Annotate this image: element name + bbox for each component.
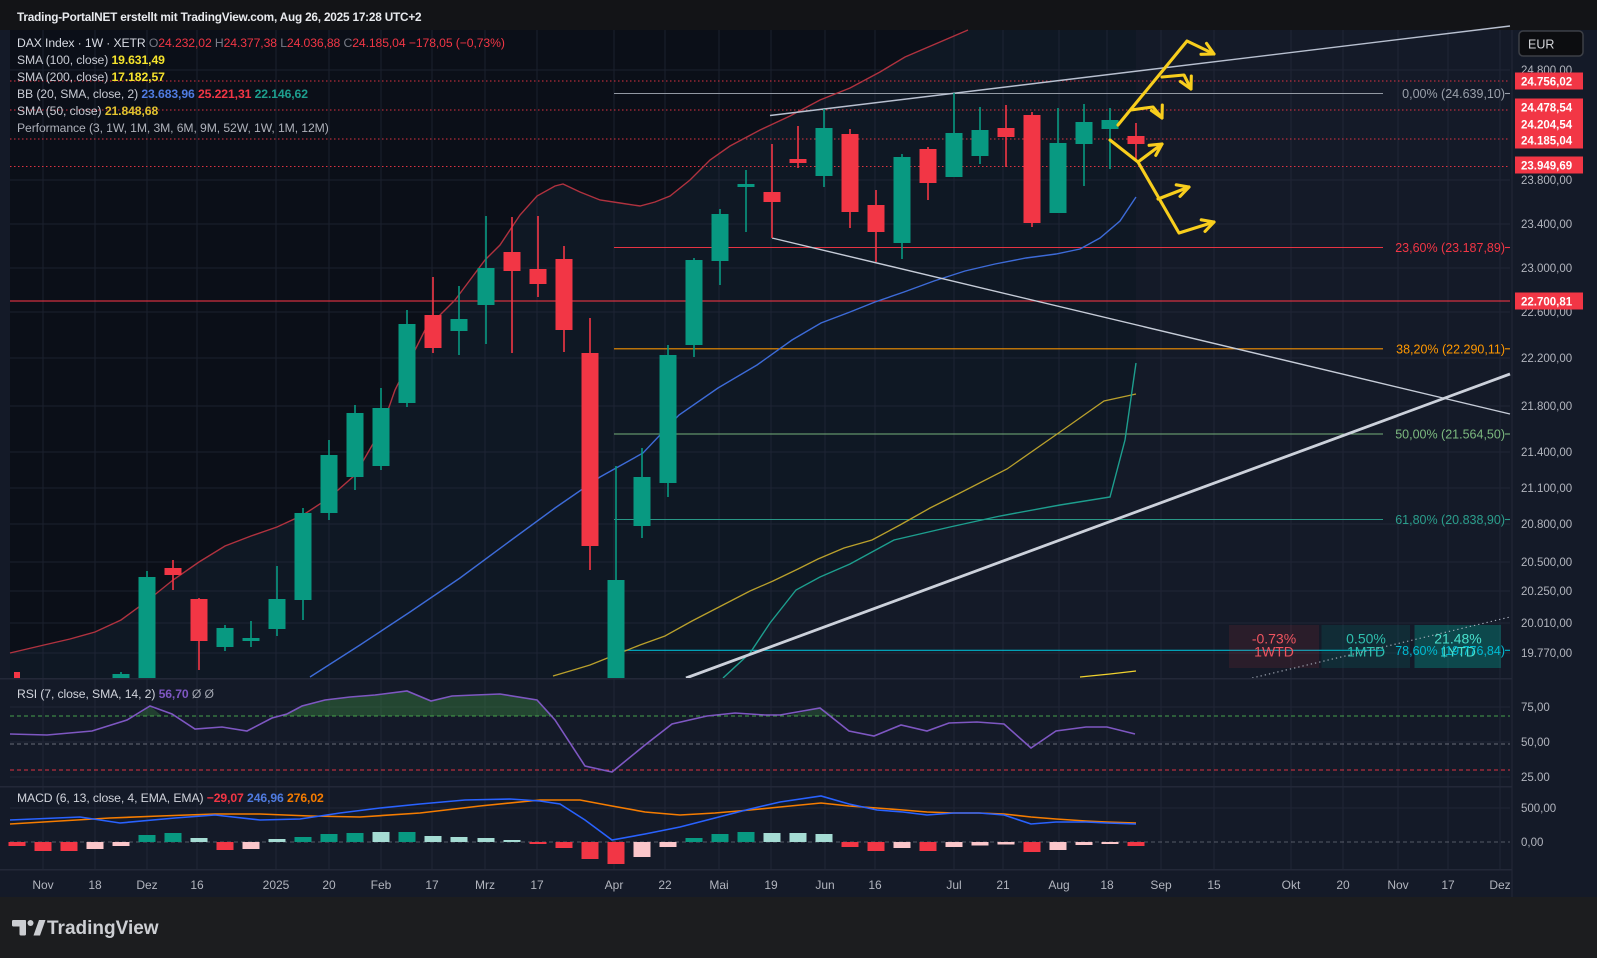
svg-text:Trading-PortalNET erstellt mit: Trading-PortalNET erstellt mit TradingVi… xyxy=(17,10,422,24)
svg-text:Performance (3, 1W, 1M, 3M, 6M: Performance (3, 1W, 1M, 3M, 6M, 9M, 52W,… xyxy=(17,121,329,135)
svg-text:21.100,00: 21.100,00 xyxy=(1521,483,1572,495)
svg-text:BB (20, SMA, close, 2) 23.683,: BB (20, SMA, close, 2) 23.683,96 25.221,… xyxy=(17,87,308,101)
svg-text:Jul: Jul xyxy=(946,878,961,892)
svg-text:38,20% (22.290,11): 38,20% (22.290,11) xyxy=(1396,342,1505,356)
svg-text:24.204,54: 24.204,54 xyxy=(1521,120,1573,132)
svg-text:EUR: EUR xyxy=(1528,38,1554,52)
svg-text:17: 17 xyxy=(1441,878,1455,892)
svg-text:16: 16 xyxy=(868,878,882,892)
svg-text:23.949,69: 23.949,69 xyxy=(1521,161,1572,173)
svg-text:15: 15 xyxy=(1207,878,1221,892)
svg-text:21.48%: 21.48% xyxy=(1434,631,1481,647)
svg-text:21.400,00: 21.400,00 xyxy=(1521,447,1572,459)
svg-text:Dez: Dez xyxy=(136,878,157,892)
svg-text:500,00: 500,00 xyxy=(1521,803,1556,815)
svg-text:Nov: Nov xyxy=(1387,878,1408,892)
svg-text:23.000,00: 23.000,00 xyxy=(1521,263,1572,275)
svg-text:Jun: Jun xyxy=(815,878,834,892)
svg-text:Okt: Okt xyxy=(1282,878,1301,892)
svg-text:DAX Index · 1W · XETR O24.232,: DAX Index · 1W · XETR O24.232,02 H24.377… xyxy=(17,36,505,50)
svg-text:SMA (200, close) 17.182,57: SMA (200, close) 17.182,57 xyxy=(17,70,165,84)
svg-text:20.010,00: 20.010,00 xyxy=(1521,618,1572,630)
svg-text:0,00: 0,00 xyxy=(1521,837,1543,849)
svg-text:24.478,54: 24.478,54 xyxy=(1521,103,1573,115)
svg-text:Mai: Mai xyxy=(709,878,728,892)
svg-text:Sep: Sep xyxy=(1150,878,1172,892)
svg-text:23,60% (23.187,89): 23,60% (23.187,89) xyxy=(1395,241,1505,255)
svg-text:23.800,00: 23.800,00 xyxy=(1521,175,1572,187)
svg-text:Dez: Dez xyxy=(1489,878,1510,892)
svg-text:22.200,00: 22.200,00 xyxy=(1521,353,1572,365)
svg-text:SMA (100, close) 19.631,49: SMA (100, close) 19.631,49 xyxy=(17,53,165,67)
svg-text:1WTD: 1WTD xyxy=(1254,644,1294,660)
svg-text:19: 19 xyxy=(764,878,778,892)
svg-text:18: 18 xyxy=(1100,878,1114,892)
svg-text:21: 21 xyxy=(996,878,1010,892)
svg-text:20.500,00: 20.500,00 xyxy=(1521,557,1572,569)
svg-text:0,00% (24.639,10): 0,00% (24.639,10) xyxy=(1402,87,1505,101)
svg-text:Mrz: Mrz xyxy=(475,878,495,892)
svg-text:75,00: 75,00 xyxy=(1521,702,1550,714)
svg-text:-0.73%: -0.73% xyxy=(1252,631,1296,647)
svg-text:2025: 2025 xyxy=(263,878,290,892)
svg-text:22: 22 xyxy=(658,878,672,892)
svg-text:78,60% (19.776,84): 78,60% (19.776,84) xyxy=(1395,644,1505,658)
svg-text:Apr: Apr xyxy=(605,878,624,892)
svg-text:50,00% (21.564,50): 50,00% (21.564,50) xyxy=(1395,428,1505,442)
svg-text:24.185,04: 24.185,04 xyxy=(1521,136,1573,148)
svg-text:Nov: Nov xyxy=(32,878,53,892)
svg-text:17: 17 xyxy=(530,878,544,892)
svg-text:61,80% (20.838,90): 61,80% (20.838,90) xyxy=(1395,513,1505,527)
svg-text:20: 20 xyxy=(322,878,336,892)
svg-text:19.770,00: 19.770,00 xyxy=(1521,648,1572,660)
svg-text:MACD (6, 13, close, 4, EMA, EM: MACD (6, 13, close, 4, EMA, EMA) −29,07 … xyxy=(17,791,324,805)
svg-text:TradingView: TradingView xyxy=(47,918,159,939)
svg-text:Feb: Feb xyxy=(371,878,392,892)
svg-text:20.250,00: 20.250,00 xyxy=(1521,586,1572,598)
svg-text:1YTD: 1YTD xyxy=(1440,644,1476,660)
svg-text:21.800,00: 21.800,00 xyxy=(1521,401,1572,413)
svg-text:0.50%: 0.50% xyxy=(1346,631,1386,647)
svg-text:18: 18 xyxy=(88,878,102,892)
svg-text:50,00: 50,00 xyxy=(1521,737,1550,749)
svg-text:25.00: 25.00 xyxy=(1521,772,1550,784)
svg-text:20: 20 xyxy=(1336,878,1350,892)
svg-text:RSI (7, close, SMA, 14, 2) 56,: RSI (7, close, SMA, 14, 2) 56,70 Ø Ø xyxy=(17,687,215,701)
svg-text:17: 17 xyxy=(425,878,439,892)
svg-text:Aug: Aug xyxy=(1048,878,1069,892)
svg-text:SMA (50, close) 21.848,68: SMA (50, close) 21.848,68 xyxy=(17,104,158,118)
svg-text:20.800,00: 20.800,00 xyxy=(1521,519,1572,531)
svg-text:23.400,00: 23.400,00 xyxy=(1521,219,1572,231)
svg-text:24.756,02: 24.756,02 xyxy=(1521,77,1572,89)
svg-text:22.600,00: 22.600,00 xyxy=(1521,307,1572,319)
svg-text:16: 16 xyxy=(190,878,204,892)
svg-text:22.700,81: 22.700,81 xyxy=(1521,297,1573,309)
